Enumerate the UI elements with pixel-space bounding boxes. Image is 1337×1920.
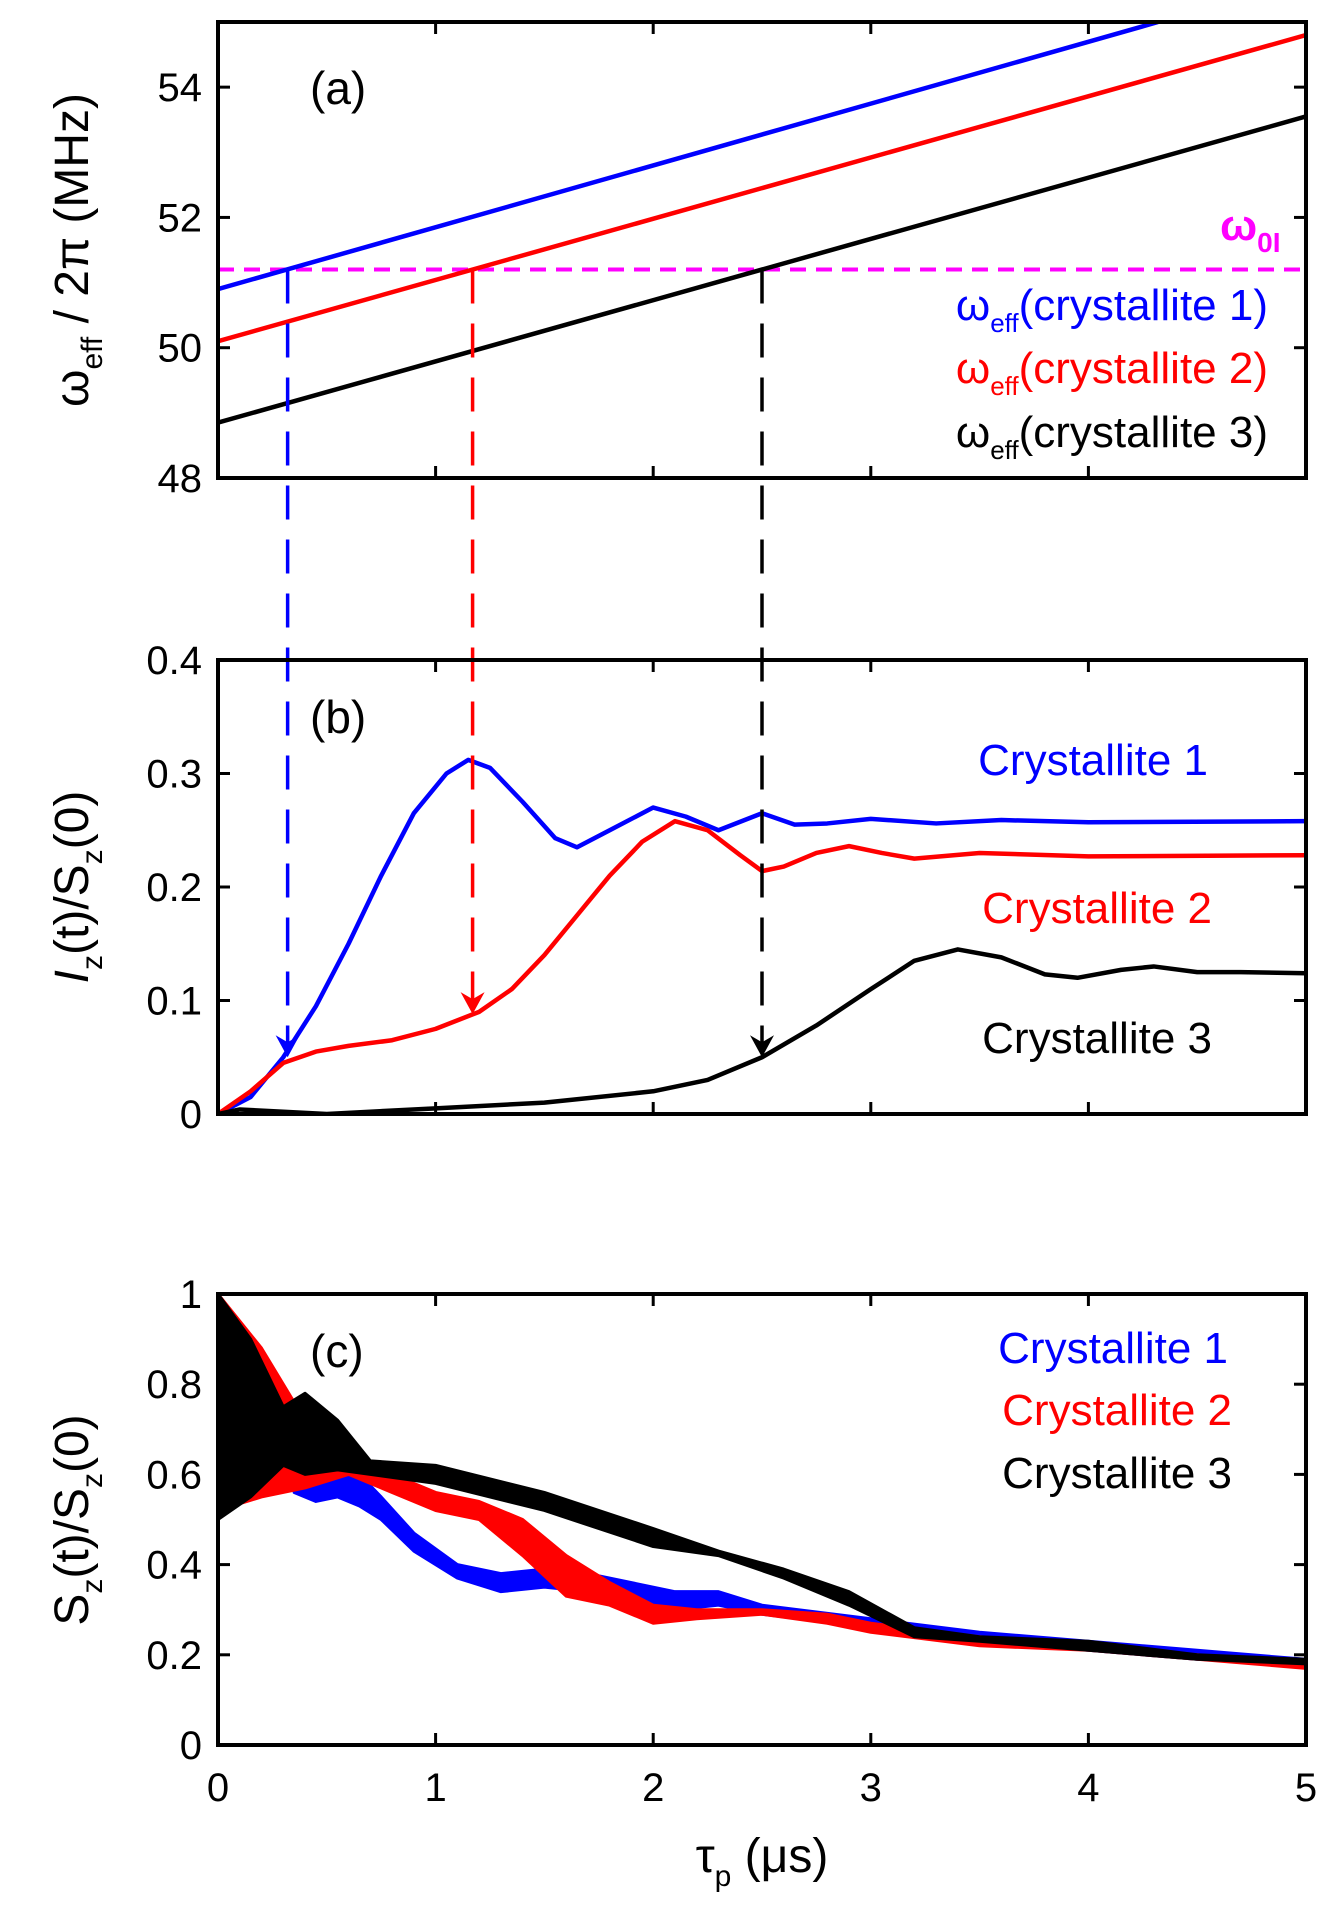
legend-b-crystallite-3: Crystallite 3 xyxy=(982,1014,1212,1063)
y-tick-label: 50 xyxy=(158,327,203,371)
legend-b-crystallite-2: Crystallite 2 xyxy=(982,884,1212,933)
line-a-series-1 xyxy=(218,22,1159,292)
y-tick-label: 0.8 xyxy=(146,1363,202,1407)
arrowhead-3 xyxy=(750,1035,774,1058)
y-tick-label: 0.2 xyxy=(146,866,202,910)
band-c-series-3 xyxy=(218,1294,1306,1666)
legend-b-crystallite-1: Crystallite 1 xyxy=(978,736,1208,785)
y-axis-label-c: Sz(t)/Sz(0) xyxy=(46,1414,109,1625)
x-tick-label: 0 xyxy=(207,1766,229,1810)
x-axis-label: τp (μs) xyxy=(696,1830,829,1893)
band-c-series-2 xyxy=(218,1294,1306,1670)
y-tick-label: 1 xyxy=(180,1273,202,1317)
y-tick-label: 0.6 xyxy=(146,1453,202,1497)
axes-frame-a xyxy=(216,20,1308,480)
y-tick-label: 0.4 xyxy=(146,1544,202,1588)
x-tick-label: 3 xyxy=(860,1766,882,1810)
x-tick-label: 1 xyxy=(424,1766,446,1810)
y-tick-label: 0.3 xyxy=(146,753,202,797)
plot-area-c xyxy=(218,1294,1306,1670)
y-axis-label-b: Iz(t)/Sz(0) xyxy=(46,791,109,984)
arrowhead-2 xyxy=(460,992,485,1015)
y-tick-label: 0.2 xyxy=(146,1634,202,1678)
x-tick-label: 5 xyxy=(1295,1766,1317,1810)
legend-a-crystallite-1: ωeff(crystallite 1) xyxy=(956,281,1268,338)
y-tick-label: 0.4 xyxy=(146,639,202,683)
arrowhead-1 xyxy=(275,1035,300,1058)
legend-c-crystallite-1: Crystallite 1 xyxy=(998,1324,1228,1373)
legend-c-crystallite-3: Crystallite 3 xyxy=(1002,1449,1232,1498)
y-tick-label: 0.1 xyxy=(146,980,202,1024)
x-tick-label: 2 xyxy=(642,1766,664,1810)
y-tick-label: 0 xyxy=(180,1093,202,1137)
axes-frame-c xyxy=(216,1292,1308,1747)
legend-a-crystallite-2: ωeff(crystallite 2) xyxy=(956,344,1268,401)
x-tick-label: 4 xyxy=(1077,1766,1099,1810)
panel-label-c: (c) xyxy=(310,1325,364,1377)
y-tick-label: 0 xyxy=(180,1724,202,1768)
legend-c-crystallite-2: Crystallite 2 xyxy=(1002,1386,1232,1435)
y-tick-label: 48 xyxy=(158,457,203,501)
panel-label-b: (b) xyxy=(310,691,366,743)
line-b-series-1 xyxy=(218,757,1306,1114)
y-tick-label: 54 xyxy=(158,66,203,110)
band-c-series-1 xyxy=(292,1463,1306,1666)
omega-0i-label: ω0I xyxy=(1220,201,1281,258)
panel-label-a: (a) xyxy=(310,62,366,114)
line-a-series-2 xyxy=(218,32,1306,344)
line-b-series-2 xyxy=(218,818,1306,1114)
y-tick-label: 52 xyxy=(158,196,203,240)
legend-a-crystallite-3: ωeff(crystallite 3) xyxy=(956,408,1268,465)
y-axis-label-a: ωeff / 2π (MHz) xyxy=(46,93,109,407)
